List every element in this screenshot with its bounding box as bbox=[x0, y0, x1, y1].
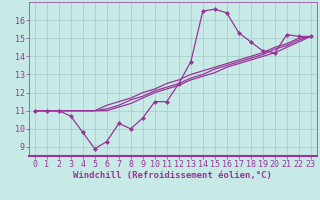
X-axis label: Windchill (Refroidissement éolien,°C): Windchill (Refroidissement éolien,°C) bbox=[73, 171, 272, 180]
